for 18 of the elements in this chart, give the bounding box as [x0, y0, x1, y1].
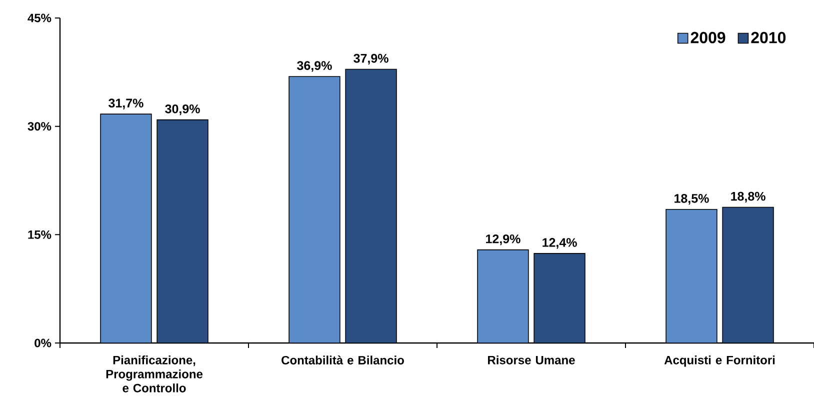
- y-tick-label: 45%: [28, 14, 52, 22]
- x-tick-label: Pianificazione, Programmazione e Controllo: [106, 356, 203, 392]
- x-tick-label: Contabilità e Bilancio: [282, 356, 404, 364]
- y-tick-label: 0%: [34, 338, 52, 348]
- data-label: 18,8%: [731, 192, 766, 203]
- legend-label: 2010: [751, 32, 786, 44]
- data-label: 37,9%: [354, 54, 388, 65]
- y-tick-label: 30%: [28, 122, 52, 131]
- legend-label: 2009: [690, 32, 726, 44]
- data-label: 12,4%: [542, 238, 577, 249]
- data-label: 18,5%: [674, 194, 709, 205]
- x-tick-label: Acquisti e Fornitori: [664, 356, 775, 367]
- data-label: 36,9%: [297, 61, 332, 72]
- y-tick-label: 15%: [28, 230, 52, 239]
- data-label: 12,9%: [486, 234, 520, 246]
- data-label: 31,7%: [108, 98, 144, 110]
- data-label: 30,9%: [165, 104, 200, 116]
- x-tick-label: Risorse Umane: [488, 356, 575, 364]
